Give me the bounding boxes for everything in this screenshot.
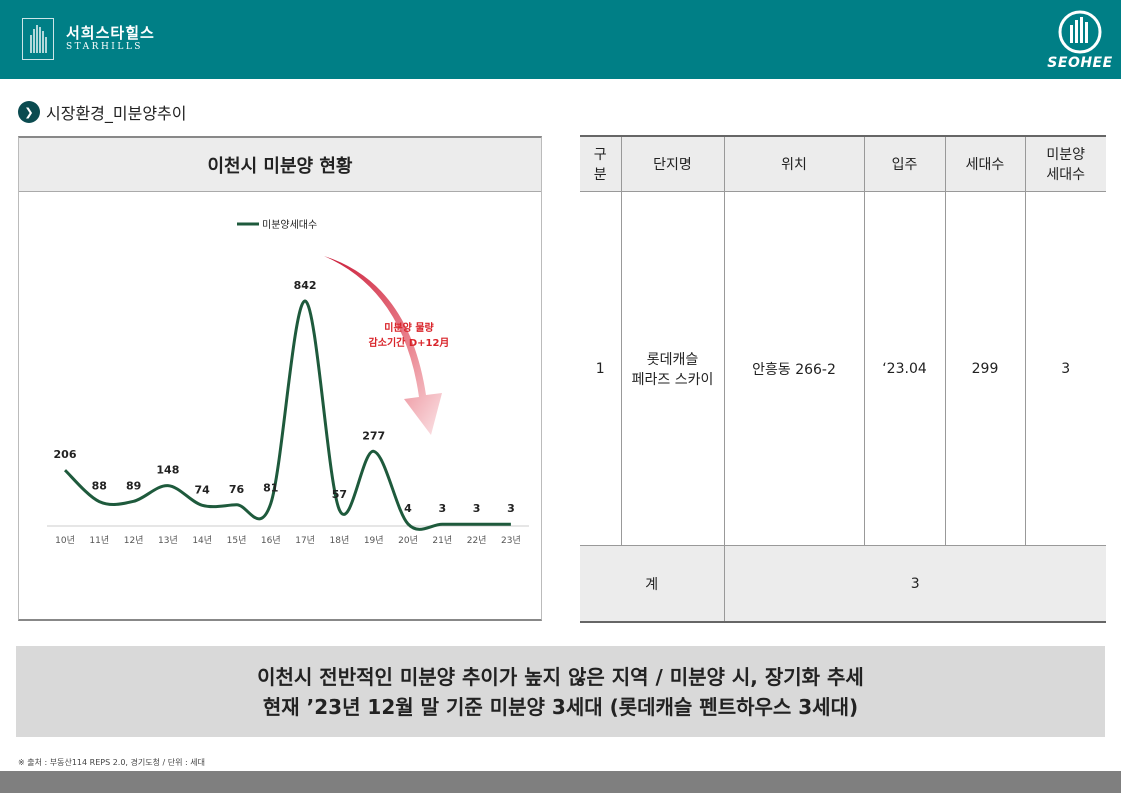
data-label: 277 bbox=[362, 429, 385, 442]
x-tick-label: 16년 bbox=[261, 535, 281, 546]
summary-line-2: 현재 ’23년 12월 말 기준 미분양 3세대 (롯데캐슬 펜트하우스 3세대… bbox=[262, 694, 859, 719]
data-label: 4 bbox=[404, 502, 412, 515]
data-label: 3 bbox=[473, 502, 481, 515]
total-label: 계 bbox=[580, 545, 725, 623]
seohee-emblem-icon bbox=[1058, 10, 1102, 54]
chart-title: 이천시 미분양 현황 bbox=[19, 138, 541, 192]
unsold-line-chart: 미분양세대수 미분양 물량 감소기간 D+12月 206 88 89 148 74 76 8… bbox=[47, 219, 529, 546]
chevron-right-icon: ❯ bbox=[18, 101, 40, 123]
x-tick-label: 11년 bbox=[89, 535, 109, 546]
brand-subtitle: STARHILLS bbox=[66, 42, 143, 52]
x-tick-label: 14년 bbox=[192, 535, 212, 546]
header-cell-name: 단지명 bbox=[620, 135, 725, 192]
x-tick-label: 17년 bbox=[295, 535, 315, 546]
x-tick-label: 15년 bbox=[227, 535, 247, 546]
source-footnote: ※ 출처 : 부동산114 REPS 2.0, 경기도청 / 단위 : 세대 bbox=[18, 758, 205, 767]
x-tick-label: 20년 bbox=[398, 535, 418, 546]
data-label: 89 bbox=[126, 479, 141, 492]
x-tick-label: 12년 bbox=[124, 535, 144, 546]
chart-panel: 이천시 미분양 현황 미분양세대수 미분양 물량 감소기간 D+12月 206 8… bbox=[18, 136, 542, 621]
data-label: 148 bbox=[156, 464, 179, 477]
data-label: 206 bbox=[54, 448, 77, 461]
header-bar: 서희스타힐스 STARHILLS SEOHEE bbox=[0, 0, 1121, 79]
brand-name: 서희스타힐스 bbox=[66, 24, 155, 42]
cell-location: 안흥동 266-2 bbox=[723, 191, 865, 546]
total-value: 3 bbox=[723, 545, 1106, 623]
x-tick-label: 21년 bbox=[432, 535, 452, 546]
x-tick-label: 22년 bbox=[467, 535, 487, 546]
cell-no: 1 bbox=[580, 191, 622, 546]
section-heading: ❯ 시장환경_미분양추이 bbox=[18, 100, 186, 124]
table-total-row: 계 3 bbox=[580, 545, 1106, 623]
data-label: 57 bbox=[332, 488, 347, 501]
data-label: 74 bbox=[195, 483, 211, 496]
section-title: 시장환경_미분양추이 bbox=[46, 104, 187, 123]
series-line bbox=[63, 299, 511, 531]
table-row: 1 롯데캐슬 페라즈 스카이 안흥동 266-2 ‘23.04 299 3 bbox=[580, 191, 1106, 546]
legend-label: 미분양세대수 bbox=[262, 219, 317, 231]
cell-name: 롯데캐슬 페라즈 스카이 bbox=[620, 191, 725, 546]
data-label: 3 bbox=[507, 502, 515, 515]
starhills-logo-icon bbox=[22, 18, 54, 60]
data-label: 842 bbox=[294, 279, 317, 292]
header-cell-location: 위치 bbox=[723, 135, 865, 192]
x-tick-label: 19년 bbox=[364, 535, 384, 546]
cell-unsold: 3 bbox=[1024, 191, 1106, 546]
header-cell-move-in: 입주 bbox=[863, 135, 946, 192]
x-tick-label: 23년 bbox=[501, 535, 521, 546]
decline-arrow: 미분양 물량 감소기간 D+12月 bbox=[324, 256, 449, 435]
cell-households: 299 bbox=[944, 191, 1026, 546]
data-label: 76 bbox=[229, 483, 245, 496]
arrow-down-icon bbox=[324, 256, 442, 435]
data-label: 81 bbox=[263, 481, 278, 494]
summary-box: 이천시 전반적인 미분양 추이가 높지 않은 지역 / 미분양 시, 장기화 추… bbox=[16, 646, 1105, 737]
legend: 미분양세대수 bbox=[237, 219, 317, 231]
data-label: 88 bbox=[92, 480, 107, 493]
annotation-line2: 감소기간 D+12月 bbox=[369, 336, 450, 349]
footer-bar bbox=[0, 771, 1121, 793]
x-tick-label: 10년 bbox=[55, 535, 75, 546]
data-label: 3 bbox=[438, 502, 446, 515]
annotation-line1: 미분양 물량 bbox=[384, 321, 434, 334]
corp-name: SEOHEE bbox=[1047, 55, 1113, 71]
x-tick-label: 13년 bbox=[158, 535, 178, 546]
cell-move-in: ‘23.04 bbox=[863, 191, 946, 546]
header-cell-unsold: 미분양 세대수 bbox=[1024, 135, 1106, 192]
header-cell-households: 세대수 bbox=[944, 135, 1026, 192]
x-tick-label: 18년 bbox=[330, 535, 350, 546]
summary-line-1: 이천시 전반적인 미분양 추이가 높지 않은 지역 / 미분양 시, 장기화 추… bbox=[257, 664, 864, 689]
